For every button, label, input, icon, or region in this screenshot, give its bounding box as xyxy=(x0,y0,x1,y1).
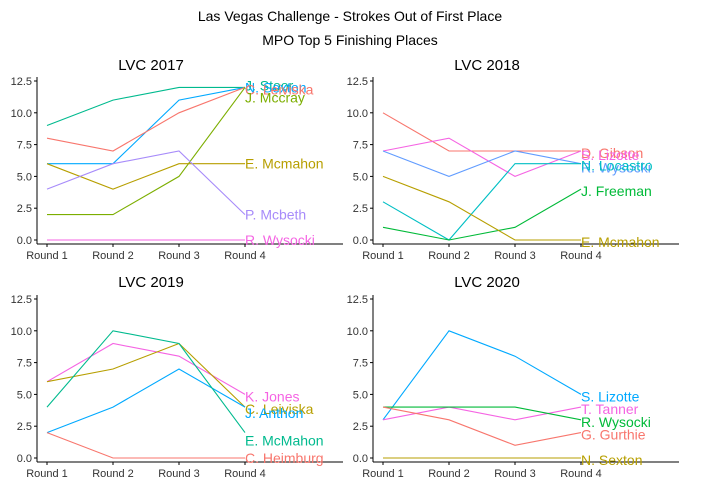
series-end-label: S. Lizotte xyxy=(581,147,640,163)
series-line xyxy=(382,188,582,241)
x-tick-label: Round 4 xyxy=(560,468,602,478)
series-line xyxy=(46,150,246,215)
y-tick-label: 10.0 xyxy=(347,108,368,120)
y-tick-label: 7.5 xyxy=(17,140,32,152)
y-tick-label: 0.0 xyxy=(17,235,32,247)
series-end-label: N. Locastro xyxy=(581,158,653,174)
y-tick-label: 0.0 xyxy=(17,453,32,465)
series-line xyxy=(382,406,582,421)
series-end-label: N. Sexton xyxy=(581,452,642,468)
x-tick-label: Round 2 xyxy=(92,468,134,478)
series-line xyxy=(382,330,582,421)
series-line xyxy=(46,432,245,459)
y-tick-label: 2.5 xyxy=(17,421,32,433)
series-end-label: E. McMahon xyxy=(245,433,324,449)
y-tick-label: 10.0 xyxy=(11,326,32,338)
y-tick-label: 5.0 xyxy=(17,389,32,401)
x-tick-label: Round 3 xyxy=(158,468,200,478)
series-end-label: D. Gibson xyxy=(581,145,643,161)
x-tick-label: Round 3 xyxy=(158,250,200,262)
series-line xyxy=(46,330,246,433)
y-tick-label: 2.5 xyxy=(17,203,32,215)
series-line xyxy=(47,87,246,216)
series-line xyxy=(382,163,581,241)
x-tick-label: Round 1 xyxy=(26,250,68,262)
series-end-label: R. Wysocki xyxy=(245,232,315,248)
series-end-label: T. Tanner xyxy=(581,401,639,417)
x-tick-label: Round 4 xyxy=(224,468,266,478)
series-end-label: K. Jones xyxy=(245,388,299,404)
series-end-label: C. Leiviska xyxy=(245,401,314,417)
series-line xyxy=(46,342,246,408)
series-line xyxy=(382,175,581,241)
series-line xyxy=(46,86,245,127)
x-tick-label: Round 1 xyxy=(362,468,404,478)
y-tick-label: 2.5 xyxy=(353,203,368,215)
series-line xyxy=(382,150,582,177)
y-tick-label: 12.5 xyxy=(347,76,368,88)
series-end-label: C. Leiviska xyxy=(245,81,314,97)
chart-panel-2: LVC 2018 0.0 2.5 5.0 7.5 10.0 12.5 Round 1 Round… xyxy=(347,57,679,262)
chart-panels: LVC 2017 0.0 2.5 5.0 7.5 10.0 12.5 Round 1 Round… xyxy=(11,57,679,478)
main-title-line1: Las Vegas Challenge - Strokes Out of Fir… xyxy=(198,8,502,24)
y-tick-label: 12.5 xyxy=(11,76,32,88)
series-end-label: C. Heimburg xyxy=(245,450,324,466)
y-tick-label: 5.0 xyxy=(17,171,32,183)
series-end-label: G. Gurthie xyxy=(581,427,646,443)
series-end-label: S. Lizotte xyxy=(581,388,640,404)
series-end-label: N. Sexton xyxy=(245,79,306,95)
series-end-label: P. Mcbeth xyxy=(245,207,306,223)
x-tick-label: Round 3 xyxy=(494,250,536,262)
series-end-label: R. Wysocki xyxy=(581,414,651,430)
x-tick-label: Round 2 xyxy=(428,250,470,262)
series-line xyxy=(46,86,246,152)
series-end-label: J. Anthon xyxy=(245,405,303,421)
y-tick-label: 5.0 xyxy=(353,171,368,183)
series-line xyxy=(382,112,581,152)
x-tick-label: Round 4 xyxy=(224,250,266,262)
series-line xyxy=(383,406,582,421)
x-tick-label: Round 1 xyxy=(362,250,404,262)
series-end-label: J. Freeman xyxy=(581,183,652,199)
series-line xyxy=(382,137,582,178)
panel-title: LVC 2018 xyxy=(454,57,520,74)
y-tick-label: 7.5 xyxy=(353,358,368,370)
y-tick-label: 0.0 xyxy=(353,453,368,465)
series-end-label: E. Mcmahon xyxy=(245,156,324,172)
panel-title: LVC 2020 xyxy=(454,274,520,291)
series-line xyxy=(46,342,246,395)
x-tick-label: Round 1 xyxy=(26,468,68,478)
y-tick-label: 7.5 xyxy=(353,140,368,152)
series-end-label: J. Stoor xyxy=(245,77,294,93)
y-tick-label: 5.0 xyxy=(353,389,368,401)
y-tick-label: 0.0 xyxy=(353,235,368,247)
x-tick-label: Round 2 xyxy=(92,250,134,262)
panel-title: LVC 2019 xyxy=(118,274,184,291)
chart-panel-3: LVC 2019 0.0 2.5 5.0 7.5 10.0 12.5 Round 1 Round… xyxy=(11,274,343,478)
panel-title: LVC 2017 xyxy=(118,57,184,74)
x-tick-label: Round 3 xyxy=(494,468,536,478)
chart-panel-1: LVC 2017 0.0 2.5 5.0 7.5 10.0 12.5 Round 1 Round… xyxy=(11,57,343,262)
main-title-line2: MPO Top 5 Finishing Places xyxy=(262,32,438,48)
series-end-label: J. Mccray xyxy=(245,89,305,105)
y-tick-label: 2.5 xyxy=(353,421,368,433)
y-tick-label: 10.0 xyxy=(11,108,32,120)
x-tick-label: Round 2 xyxy=(428,468,470,478)
y-tick-label: 10.0 xyxy=(347,326,368,338)
y-tick-label: 12.5 xyxy=(11,294,32,306)
y-tick-label: 7.5 xyxy=(17,358,32,370)
series-end-label: R. Wysocki xyxy=(581,160,651,176)
series-line xyxy=(382,406,582,446)
y-tick-label: 12.5 xyxy=(347,294,368,306)
chart-panel-4: LVC 2020 0.0 2.5 5.0 7.5 10.0 12.5 Round 1 Round… xyxy=(347,274,679,478)
series-end-label: E. Mcmahon xyxy=(581,234,660,250)
x-tick-label: Round 4 xyxy=(560,250,602,262)
